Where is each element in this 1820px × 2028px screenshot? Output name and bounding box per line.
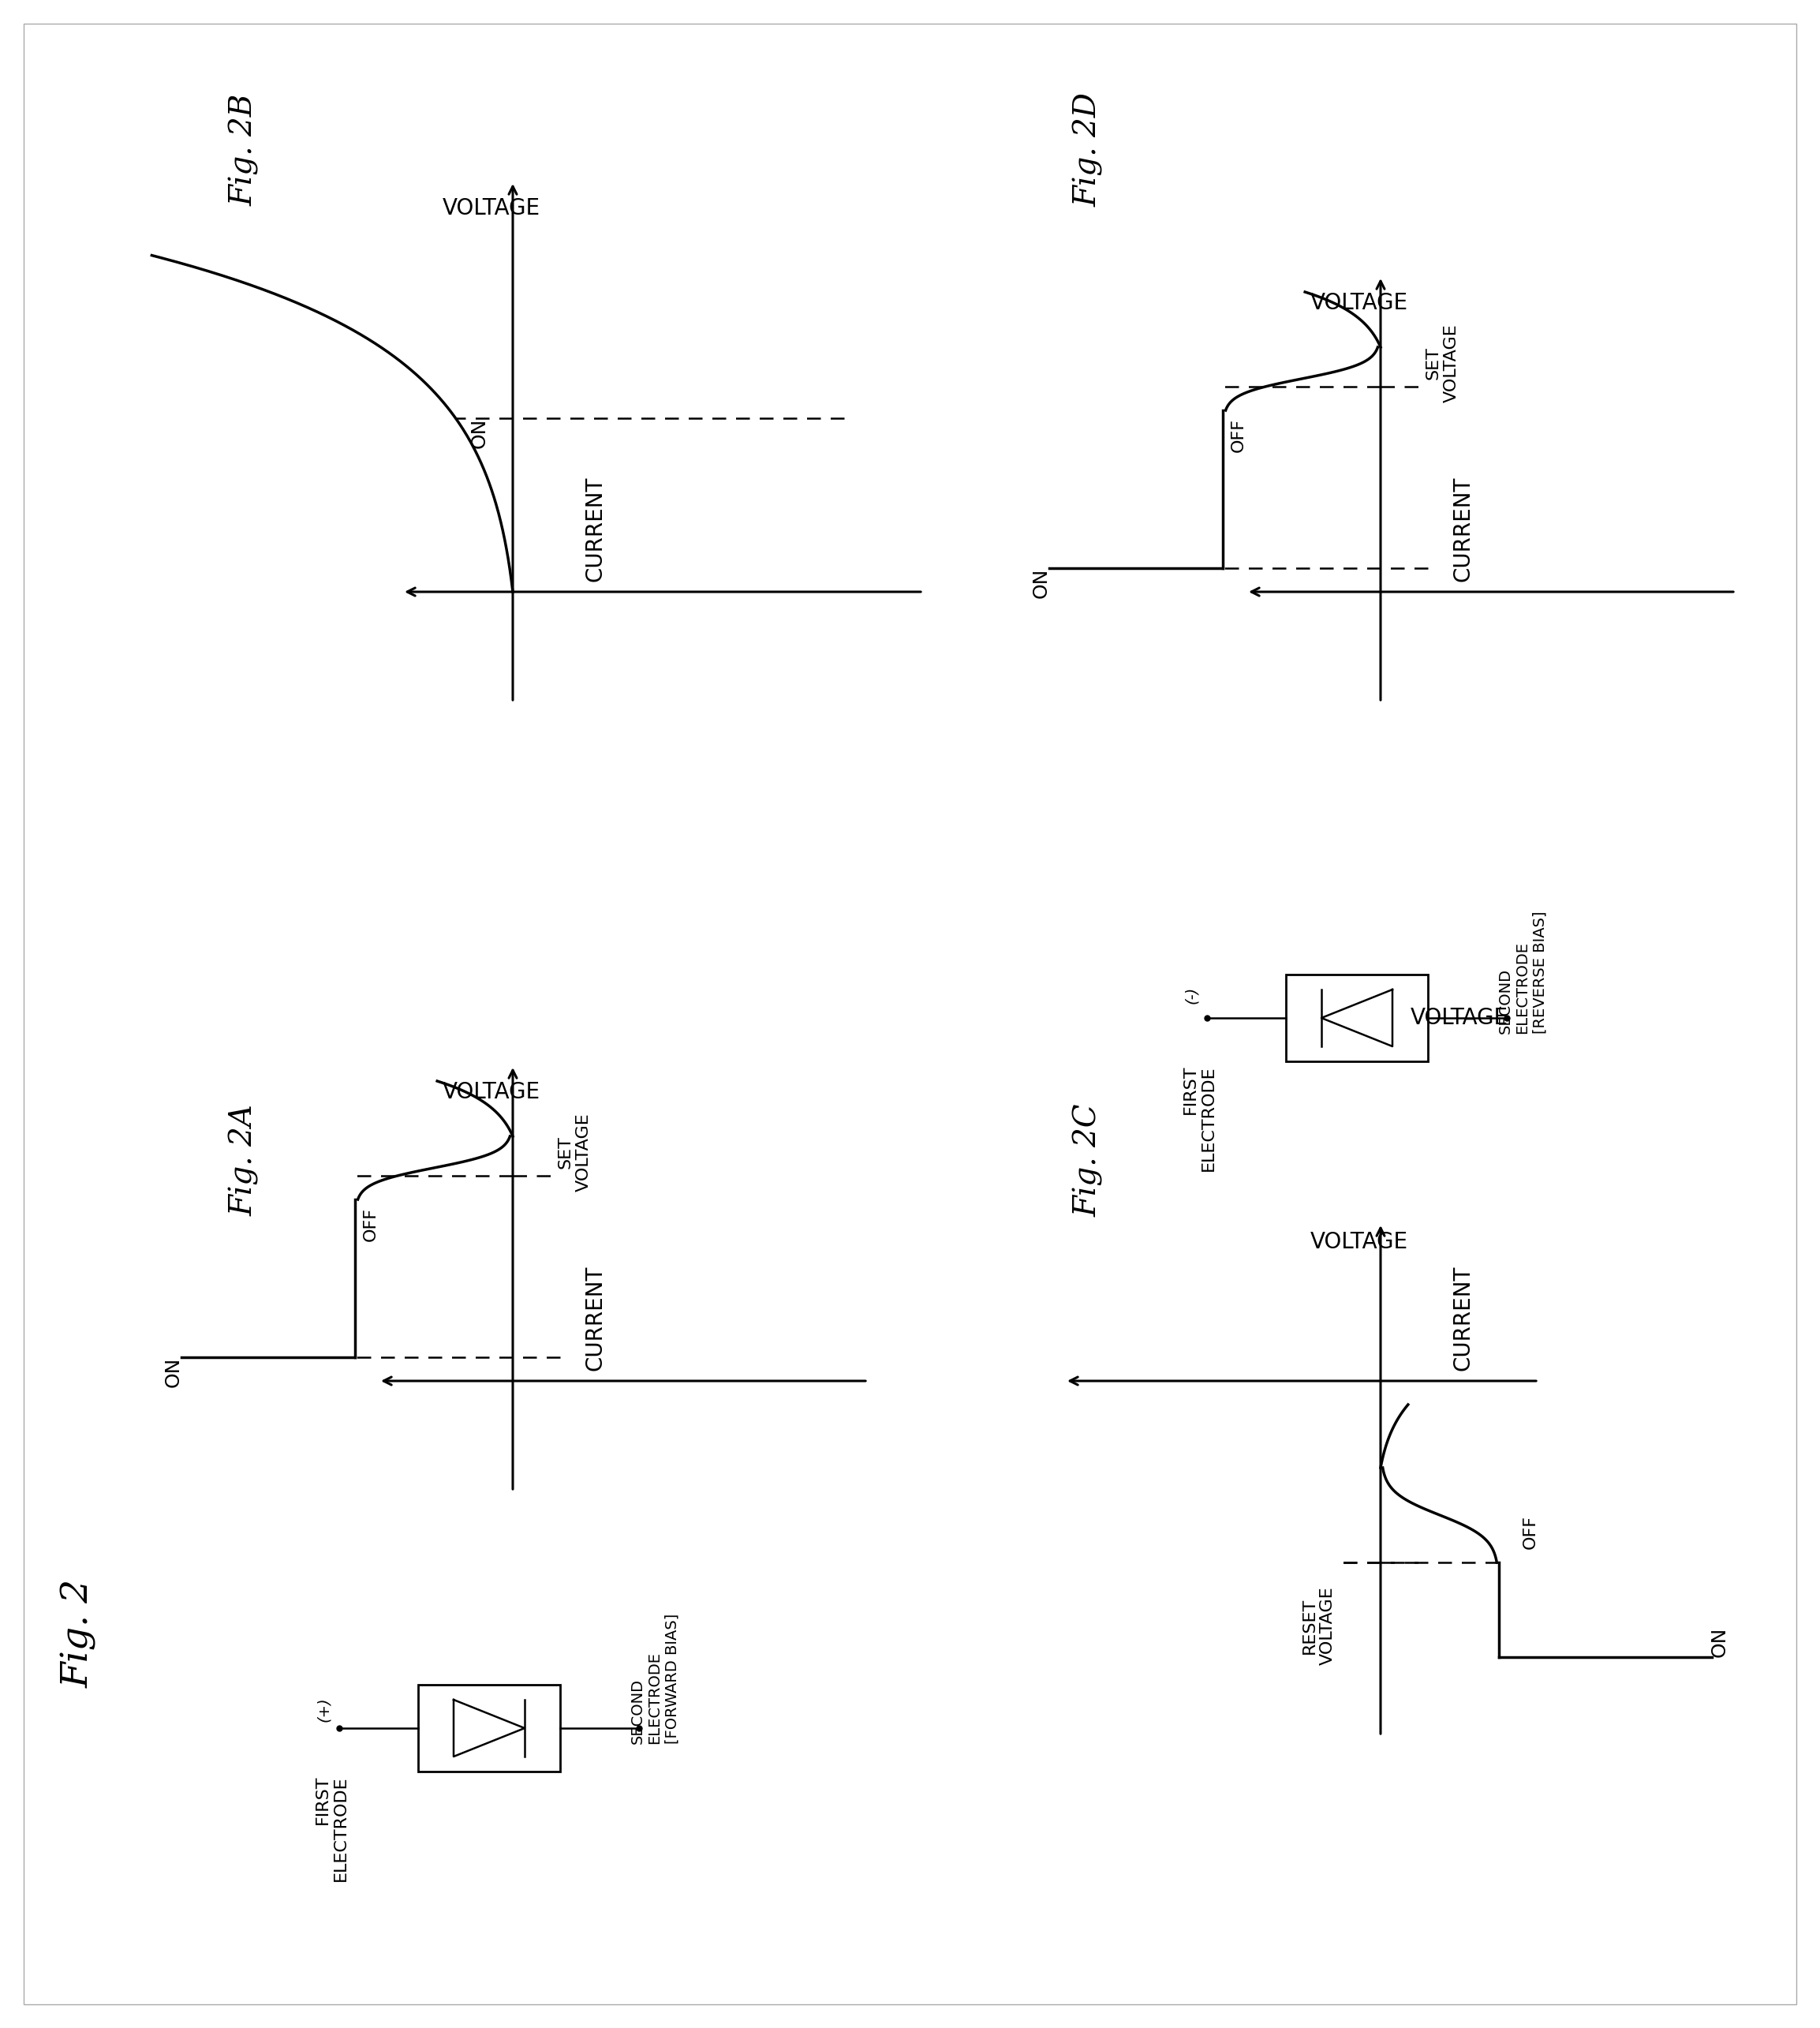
Text: VOLTAGE: VOLTAGE bbox=[442, 1081, 541, 1103]
Text: CURRENT: CURRENT bbox=[1452, 477, 1474, 582]
Text: ON: ON bbox=[1711, 1626, 1729, 1657]
Text: ON: ON bbox=[470, 418, 488, 448]
Text: (-): (-) bbox=[1183, 986, 1199, 1004]
Text: CURRENT: CURRENT bbox=[1452, 1265, 1474, 1371]
Text: VOLTAGE: VOLTAGE bbox=[1310, 1231, 1409, 1253]
Text: VOLTAGE: VOLTAGE bbox=[442, 197, 541, 219]
Bar bbox=[1287, 975, 1429, 1061]
Text: ON: ON bbox=[164, 1357, 184, 1387]
Text: OFF: OFF bbox=[1230, 418, 1247, 452]
Text: SECOND
ELECTRODE
[REVERSE BIAS]: SECOND ELECTRODE [REVERSE BIAS] bbox=[1498, 911, 1547, 1034]
Text: OFF: OFF bbox=[362, 1207, 379, 1241]
Text: FIRST
ELECTRODE: FIRST ELECTRODE bbox=[1183, 1065, 1216, 1170]
Text: Fig. 2A: Fig. 2A bbox=[229, 1103, 260, 1217]
Text: ON: ON bbox=[1032, 568, 1050, 598]
Text: FIRST
ELECTRODE: FIRST ELECTRODE bbox=[315, 1774, 348, 1880]
Text: Fig. 2C: Fig. 2C bbox=[1074, 1103, 1103, 1217]
Text: VOLTAGE: VOLTAGE bbox=[1310, 292, 1409, 314]
Text: OFF: OFF bbox=[1523, 1515, 1538, 1549]
Text: RESET
VOLTAGE: RESET VOLTAGE bbox=[1301, 1586, 1336, 1665]
Text: VOLTAGE: VOLTAGE bbox=[1410, 1006, 1509, 1028]
Bar bbox=[419, 1685, 561, 1772]
Text: SECOND
ELECTRODE
[FORWARD BIAS]: SECOND ELECTRODE [FORWARD BIAS] bbox=[630, 1614, 679, 1744]
Text: CURRENT: CURRENT bbox=[584, 1265, 606, 1371]
Text: Fig. 2B: Fig. 2B bbox=[229, 93, 260, 207]
Text: Fig. 2D: Fig. 2D bbox=[1074, 93, 1103, 207]
Text: SET
VOLTAGE: SET VOLTAGE bbox=[557, 1113, 592, 1190]
Text: Fig. 2: Fig. 2 bbox=[62, 1580, 96, 1687]
Text: (+): (+) bbox=[317, 1697, 331, 1722]
Text: SET
VOLTAGE: SET VOLTAGE bbox=[1425, 324, 1460, 402]
Text: CURRENT: CURRENT bbox=[584, 477, 606, 582]
